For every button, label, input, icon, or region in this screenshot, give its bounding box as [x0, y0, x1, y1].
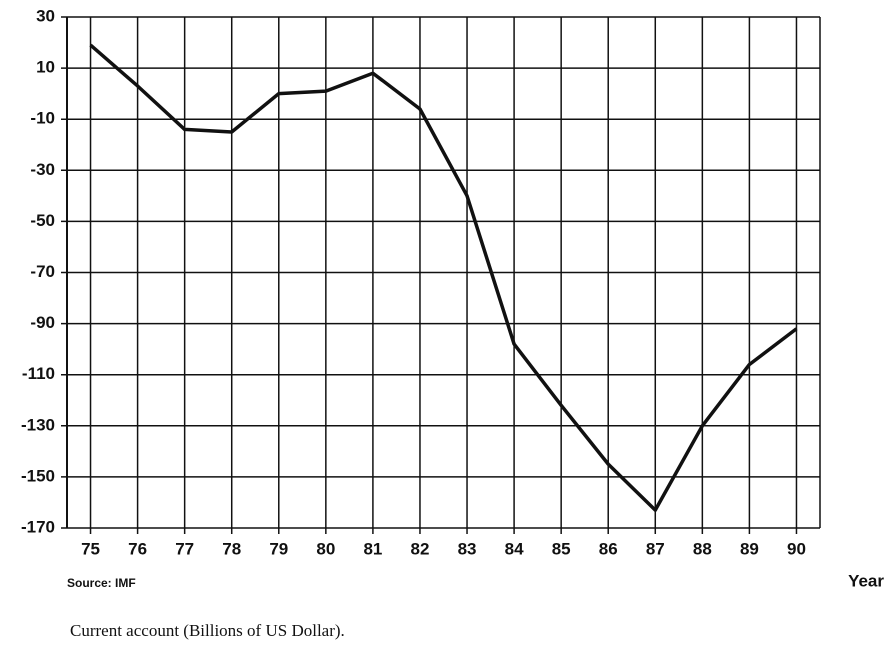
x-tick-label: 77 [175, 539, 194, 558]
x-tick-label: 80 [316, 539, 335, 558]
x-tick-label: 85 [552, 539, 571, 558]
y-tick-label: -50 [30, 211, 55, 230]
x-tick-label: 78 [222, 539, 241, 558]
y-tick-label: -90 [30, 313, 55, 332]
x-tick-label: 75 [81, 539, 100, 558]
x-tick-label: 82 [411, 539, 430, 558]
y-tick-label: -110 [22, 364, 55, 383]
y-tick-label: 30 [36, 6, 55, 25]
x-tick-label: 88 [693, 539, 712, 558]
y-tick-label: -10 [30, 109, 55, 128]
y-tick-label: 10 [36, 58, 55, 77]
y-tick-label: -170 [21, 517, 55, 536]
data-line [89, 43, 798, 512]
x-tick-label: 90 [787, 539, 806, 558]
x-tick-label: 89 [740, 539, 759, 558]
x-tick-label: 79 [269, 539, 288, 558]
caption: Current account (Billions of US Dollar). [70, 621, 345, 640]
x-tick-label: 81 [363, 539, 382, 558]
x-tick-label: 86 [599, 539, 618, 558]
x-tick-label: 83 [458, 539, 477, 558]
x-tick-label: 87 [646, 539, 665, 558]
y-tick-label: -70 [30, 262, 55, 281]
x-tick-label: 84 [505, 539, 524, 558]
source-note: Source: IMF [67, 576, 136, 590]
y-tick-label: -130 [21, 415, 55, 434]
x-axis-label: Year [848, 571, 884, 590]
y-tick-label: -150 [21, 466, 55, 485]
x-tick-label: 76 [128, 539, 147, 558]
y-tick-label: -30 [30, 160, 55, 179]
